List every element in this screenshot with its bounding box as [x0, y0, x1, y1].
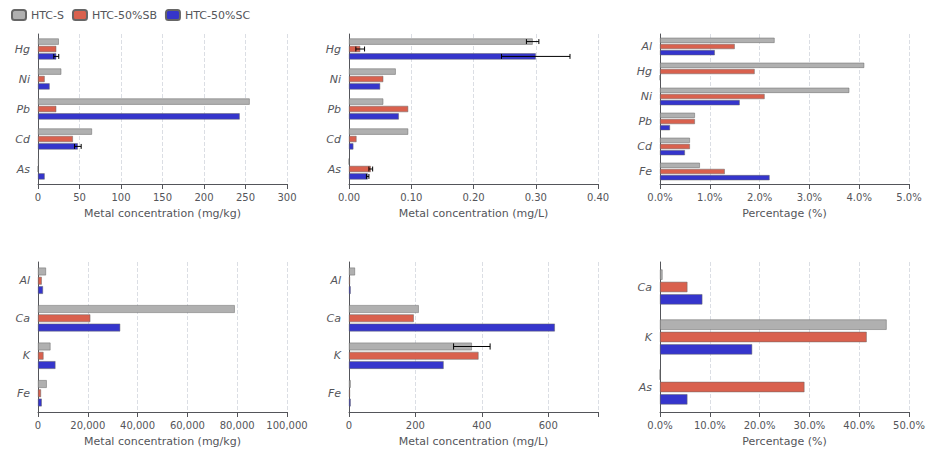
svg-text:K: K	[334, 349, 342, 362]
svg-text:Ca: Ca	[638, 281, 653, 294]
svg-text:Al: Al	[640, 40, 652, 53]
svg-text:Al: Al	[329, 274, 341, 287]
svg-text:Hg: Hg	[326, 43, 341, 56]
svg-text:Cd: Cd	[326, 133, 342, 146]
svg-text:400: 400	[472, 420, 491, 431]
svg-text:20,000: 20,000	[70, 420, 105, 431]
svg-text:Percentage (%): Percentage (%)	[742, 435, 826, 448]
svg-text:30.0%: 30.0%	[794, 420, 826, 431]
svg-text:0.20: 0.20	[462, 192, 484, 203]
svg-text:K: K	[23, 349, 31, 362]
svg-text:200: 200	[406, 420, 425, 431]
svg-text:20.0%: 20.0%	[744, 420, 776, 431]
svg-text:Al: Al	[18, 274, 30, 287]
svg-text:Ca: Ca	[16, 312, 31, 325]
svg-text:200: 200	[194, 192, 213, 203]
svg-text:Fe: Fe	[17, 387, 30, 400]
svg-text:4.0%: 4.0%	[846, 192, 871, 203]
svg-text:Metal concentration (mg/L): Metal concentration (mg/L)	[399, 207, 549, 220]
svg-text:Ni: Ni	[19, 73, 30, 86]
svg-text:Pb: Pb	[16, 103, 30, 116]
svg-text:100: 100	[111, 192, 130, 203]
svg-text:80,000: 80,000	[220, 420, 255, 431]
svg-text:60,000: 60,000	[170, 420, 205, 431]
svg-text:0: 0	[35, 192, 41, 203]
svg-text:40,000: 40,000	[120, 420, 155, 431]
svg-text:As: As	[327, 163, 342, 176]
svg-text:0.10: 0.10	[400, 192, 422, 203]
svg-text:Ni: Ni	[330, 73, 341, 86]
svg-text:0.40: 0.40	[587, 192, 609, 203]
svg-text:600: 600	[539, 420, 558, 431]
svg-text:Fe: Fe	[328, 387, 341, 400]
svg-text:3.0%: 3.0%	[797, 192, 822, 203]
svg-text:Metal concentration (mg/L): Metal concentration (mg/L)	[399, 435, 549, 448]
svg-text:As: As	[638, 381, 653, 394]
svg-text:Hg: Hg	[637, 65, 652, 78]
svg-text:Metal concentration (mg/kg): Metal concentration (mg/kg)	[84, 207, 241, 220]
svg-text:0.30: 0.30	[525, 192, 547, 203]
svg-text:10.0%: 10.0%	[694, 420, 726, 431]
svg-text:0: 0	[346, 420, 352, 431]
svg-text:As: As	[16, 163, 31, 176]
svg-text:Pb: Pb	[327, 103, 341, 116]
svg-text:2.0%: 2.0%	[747, 192, 772, 203]
svg-text:Cd: Cd	[637, 140, 653, 153]
svg-text:1.0%: 1.0%	[697, 192, 722, 203]
svg-text:HTC-S: HTC-S	[31, 9, 64, 22]
svg-text:250: 250	[236, 192, 255, 203]
svg-text:0: 0	[35, 420, 41, 431]
svg-text:HTC-50%SB: HTC-50%SB	[92, 9, 157, 22]
svg-text:Percentage (%): Percentage (%)	[742, 207, 826, 220]
svg-text:K: K	[645, 331, 653, 344]
svg-text:Ca: Ca	[327, 312, 342, 325]
svg-text:0.0%: 0.0%	[647, 420, 672, 431]
svg-text:Metal concentration (mg/kg): Metal concentration (mg/kg)	[84, 435, 241, 448]
svg-text:Ni: Ni	[641, 90, 652, 103]
svg-text:5.0%: 5.0%	[896, 192, 921, 203]
svg-text:HTC-50%SC: HTC-50%SC	[185, 9, 250, 22]
svg-text:Pb: Pb	[638, 115, 652, 128]
svg-text:Cd: Cd	[15, 133, 31, 146]
svg-text:100,000: 100,000	[266, 420, 307, 431]
svg-text:150: 150	[153, 192, 172, 203]
svg-text:0.00: 0.00	[338, 192, 360, 203]
svg-text:300: 300	[277, 192, 296, 203]
svg-text:50: 50	[73, 192, 86, 203]
svg-text:0.0%: 0.0%	[647, 192, 672, 203]
svg-text:Fe: Fe	[639, 165, 652, 178]
svg-text:40.0%: 40.0%	[843, 420, 875, 431]
svg-text:Hg: Hg	[15, 43, 30, 56]
svg-text:50.0%: 50.0%	[893, 420, 925, 431]
